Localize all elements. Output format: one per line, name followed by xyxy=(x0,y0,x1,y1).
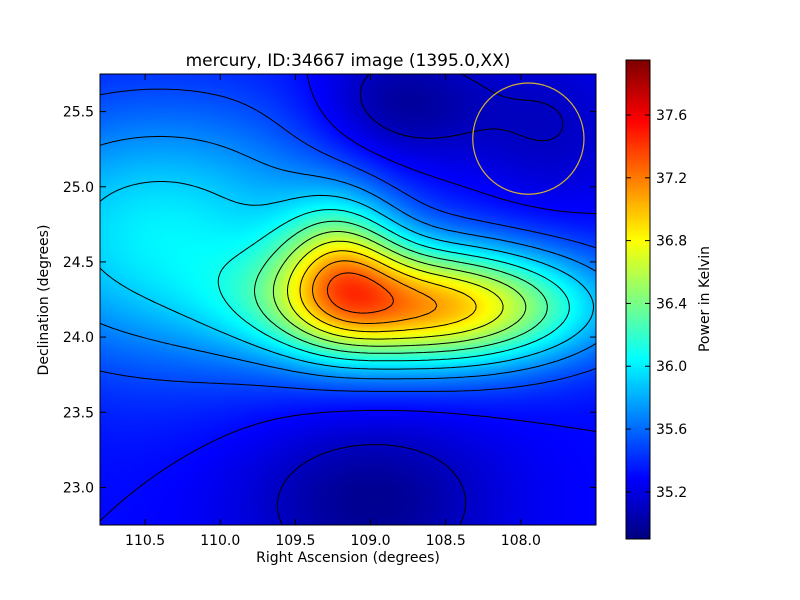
x-tick-label: 108.0 xyxy=(501,533,541,549)
contour-line xyxy=(287,240,504,340)
beam-circle xyxy=(472,82,585,195)
colorbar-tick-label: 37.2 xyxy=(656,171,687,187)
colorbar-tick-label: 35.6 xyxy=(656,422,687,438)
y-tick-label: 23.5 xyxy=(63,405,94,421)
plot-frame xyxy=(99,73,597,526)
x-axis-ticks: 110.5 110.0 109.5 109.0 108.5 108.0 xyxy=(125,74,541,549)
contour-line xyxy=(326,272,394,314)
y-axis-ticks: 23.0 23.5 24.0 24.5 25.0 25.5 xyxy=(63,105,596,496)
colorbar-tick-label: 35.2 xyxy=(656,485,687,501)
x-tick-label: 108.5 xyxy=(426,533,466,549)
x-tick-label: 109.5 xyxy=(275,533,315,549)
contour-line xyxy=(272,231,527,347)
colorbar-label: Power in Kelvin xyxy=(697,246,713,352)
contour-line xyxy=(312,260,438,324)
x-tick-label: 109.0 xyxy=(350,533,390,549)
colorbar-frame xyxy=(625,59,651,540)
contour-line xyxy=(99,181,594,370)
colorbar-gradient xyxy=(626,60,650,539)
contour-line xyxy=(299,250,477,333)
contour-line xyxy=(99,73,597,522)
colorbar-tick-label: 36.8 xyxy=(656,234,687,250)
x-tick-label: 110.0 xyxy=(200,533,240,549)
y-axis-label: Declination (degrees) xyxy=(36,225,52,376)
colorbar-tick-label: 36.0 xyxy=(656,359,687,375)
colorbar-tick-label: 37.6 xyxy=(656,108,687,124)
contour-line xyxy=(99,135,597,380)
contour-line xyxy=(99,88,597,392)
y-tick-label: 24.0 xyxy=(63,330,94,346)
contour-line xyxy=(276,73,564,526)
x-axis-label: Right Ascension (degrees) xyxy=(256,550,440,566)
y-tick-label: 23.0 xyxy=(63,480,94,496)
contour-line xyxy=(217,209,570,362)
contour-line xyxy=(254,220,548,354)
heatmap-image xyxy=(100,74,596,525)
contour-lines xyxy=(99,73,597,526)
x-tick-label: 110.5 xyxy=(125,533,165,549)
y-tick-label: 25.5 xyxy=(63,105,94,121)
colorbar-tick-label: 36.4 xyxy=(656,296,687,312)
y-tick-label: 24.5 xyxy=(63,255,94,271)
colorbar-ticks: 35.2 35.6 36.0 36.4 36.8 37.2 37.6 xyxy=(626,108,687,501)
y-tick-label: 25.0 xyxy=(63,180,94,196)
chart-title: mercury, ID:34667 image (1395.0,XX) xyxy=(186,51,511,71)
